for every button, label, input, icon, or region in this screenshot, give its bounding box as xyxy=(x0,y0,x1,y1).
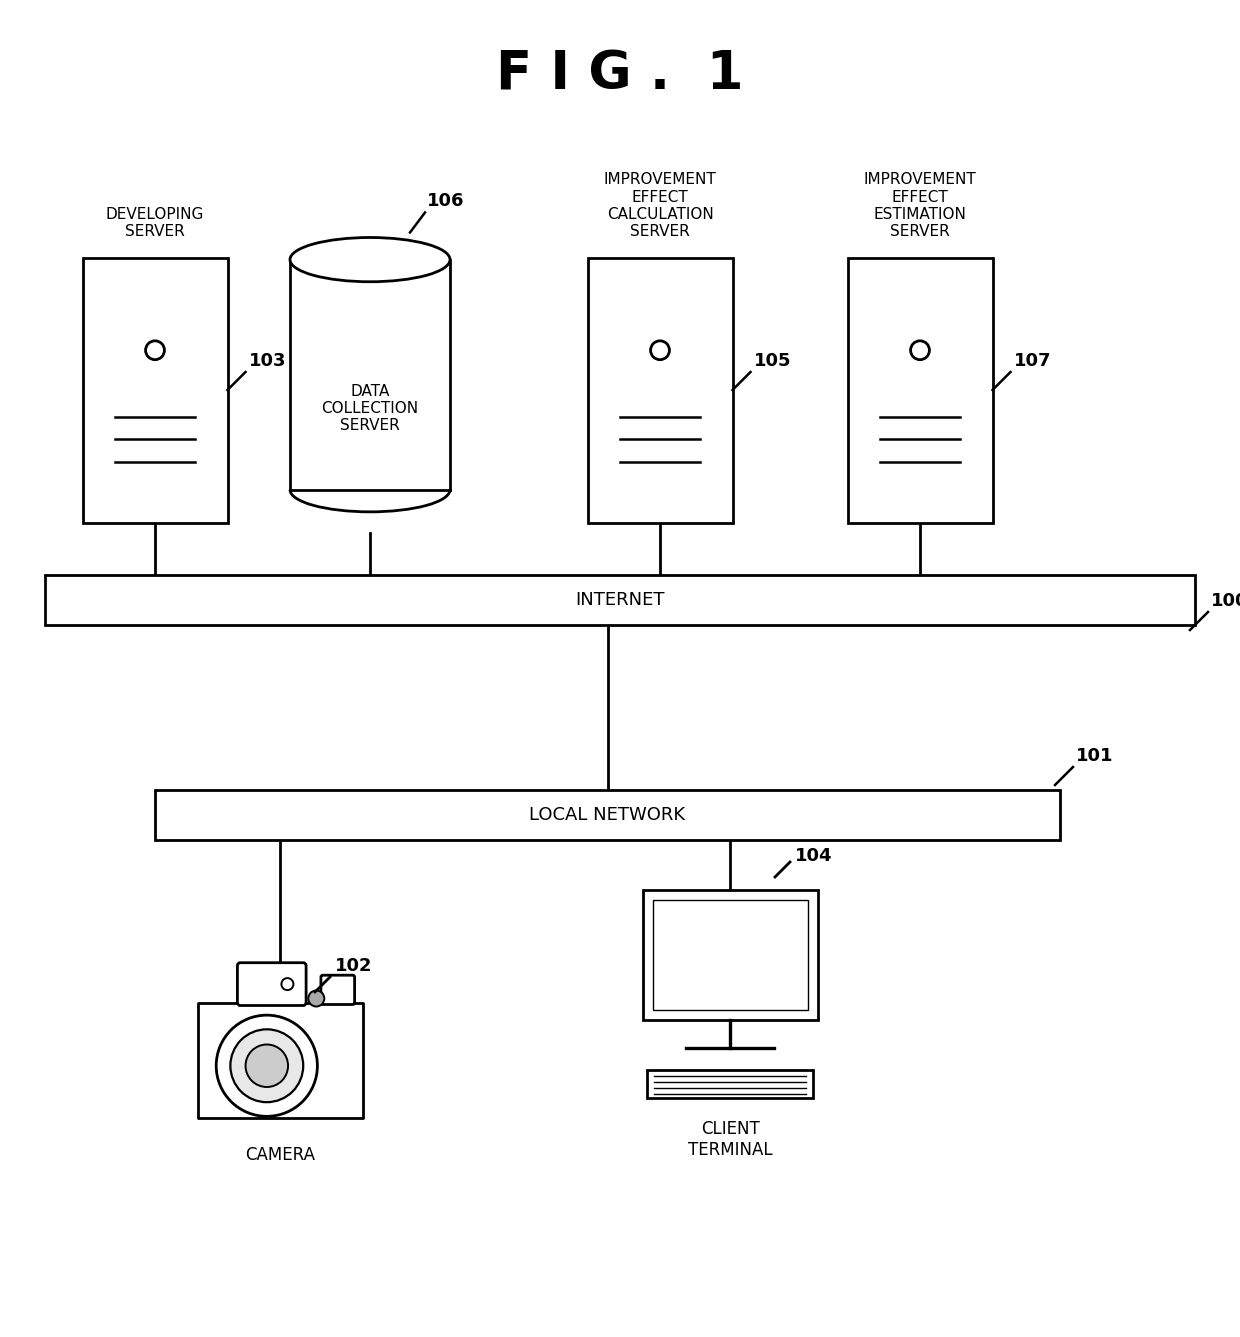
Bar xyxy=(45,575,1195,624)
Circle shape xyxy=(231,1029,304,1102)
Text: 103: 103 xyxy=(248,352,286,370)
Text: F I G .  1: F I G . 1 xyxy=(496,49,744,102)
Text: 102: 102 xyxy=(335,957,372,975)
Bar xyxy=(652,900,807,1009)
Ellipse shape xyxy=(290,238,450,282)
Bar xyxy=(197,1003,362,1118)
Text: IMPROVEMENT
EFFECT
CALCULATION
SERVER: IMPROVEMENT EFFECT CALCULATION SERVER xyxy=(604,172,717,239)
Text: IMPROVEMENT
EFFECT
ESTIMATION
SERVER: IMPROVEMENT EFFECT ESTIMATION SERVER xyxy=(863,172,976,239)
Bar xyxy=(847,258,992,523)
Bar xyxy=(290,259,450,489)
Ellipse shape xyxy=(290,468,450,512)
Text: 105: 105 xyxy=(754,352,791,370)
Text: DATA
COLLECTION
SERVER: DATA COLLECTION SERVER xyxy=(321,384,419,433)
Text: LOCAL NETWORK: LOCAL NETWORK xyxy=(529,806,686,824)
Bar xyxy=(642,890,817,1020)
Text: DEVELOPING
SERVER: DEVELOPING SERVER xyxy=(105,207,205,239)
Text: 101: 101 xyxy=(1076,747,1114,765)
Text: CAMERA: CAMERA xyxy=(246,1146,315,1163)
Text: 104: 104 xyxy=(795,848,832,865)
Bar xyxy=(155,790,1060,840)
Text: 106: 106 xyxy=(427,193,465,210)
Text: 100: 100 xyxy=(1211,592,1240,610)
Circle shape xyxy=(246,1044,288,1087)
Circle shape xyxy=(281,979,294,991)
Bar xyxy=(83,258,227,523)
Circle shape xyxy=(145,341,165,360)
Circle shape xyxy=(216,1015,317,1116)
Circle shape xyxy=(651,341,670,360)
Bar xyxy=(588,258,733,523)
Text: 107: 107 xyxy=(1013,352,1052,370)
Text: INTERNET: INTERNET xyxy=(575,591,665,608)
Circle shape xyxy=(910,341,930,360)
FancyBboxPatch shape xyxy=(237,963,306,1005)
FancyBboxPatch shape xyxy=(321,975,355,1004)
Bar xyxy=(647,1070,813,1098)
Circle shape xyxy=(309,991,325,1007)
Text: CLIENT
TERMINAL: CLIENT TERMINAL xyxy=(688,1120,773,1159)
